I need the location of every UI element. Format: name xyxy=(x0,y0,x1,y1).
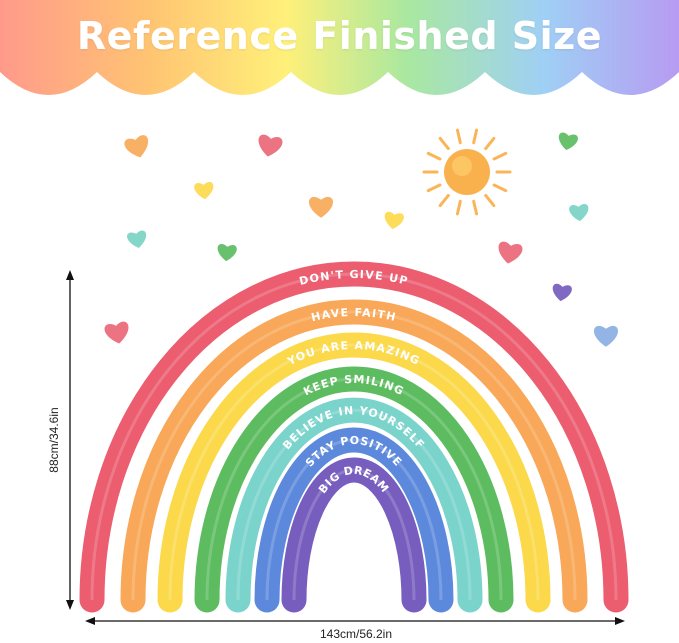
rainbow-band-orange xyxy=(120,299,588,613)
rainbow-band-green xyxy=(194,366,514,613)
sun-ray xyxy=(426,151,442,161)
rainbow-band-highlight xyxy=(236,408,472,601)
rainbow-band-highlight xyxy=(90,272,618,601)
sun-ray xyxy=(455,128,462,145)
width-dimension-label: 143cm/56.2in xyxy=(320,627,392,641)
sun-ray xyxy=(484,136,496,151)
height-dimension-label: 88cm/34.6in xyxy=(47,407,61,472)
heart-icon xyxy=(498,241,523,264)
sun-highlight xyxy=(452,156,472,176)
heart-icon xyxy=(558,132,578,151)
hearts-group xyxy=(104,132,619,347)
height-dimension: 88cm/34.6in xyxy=(47,270,74,610)
sun-icon xyxy=(422,128,512,216)
sun-ray xyxy=(472,199,479,216)
rainbow-band-yellow xyxy=(157,332,551,613)
rainbow-bands xyxy=(79,261,629,613)
heart-icon xyxy=(217,243,237,262)
banner-title: Reference Finished Size xyxy=(76,14,603,58)
width-arrow-right xyxy=(615,617,625,625)
width-arrow-left xyxy=(85,617,95,625)
sun-ray xyxy=(492,151,508,161)
rainbow-band-highlight xyxy=(292,468,416,601)
heart-icon xyxy=(124,135,149,158)
width-dimension: 143cm/56.2in xyxy=(85,617,625,641)
heart-icon xyxy=(593,325,619,347)
sun-ray xyxy=(484,193,496,208)
heart-icon xyxy=(258,134,283,157)
rainbow-band-highlight xyxy=(265,438,443,601)
height-arrow-bottom xyxy=(66,600,74,610)
rainbow-band-highlight xyxy=(168,343,540,601)
rainbow-band-highlight xyxy=(131,310,577,601)
sun-ray xyxy=(438,136,450,151)
rainbow-band-purple xyxy=(281,457,427,613)
heart-icon xyxy=(308,196,334,218)
rainbow-band-blue xyxy=(254,427,454,613)
heart-icon xyxy=(194,181,214,200)
rainbow-band-red xyxy=(79,261,629,613)
rainbow-label-orange: HAVE FAITH xyxy=(310,306,398,324)
rainbow-band-teal xyxy=(225,397,483,613)
heart-icon xyxy=(384,211,404,230)
sun-ray xyxy=(426,183,442,193)
heart-icon xyxy=(569,203,589,222)
sun-ray xyxy=(492,183,508,193)
rainbow-band-highlight xyxy=(205,377,503,601)
header-banner: Reference Finished Size xyxy=(0,0,679,110)
heart-icon xyxy=(552,283,572,302)
sun-ray xyxy=(455,199,462,216)
sun-ray xyxy=(438,193,450,208)
heart-icon xyxy=(104,321,129,344)
sun-ray xyxy=(472,128,479,145)
height-arrow-top xyxy=(66,270,74,280)
scalloped-banner-background xyxy=(0,0,679,95)
heart-icon xyxy=(127,230,147,249)
